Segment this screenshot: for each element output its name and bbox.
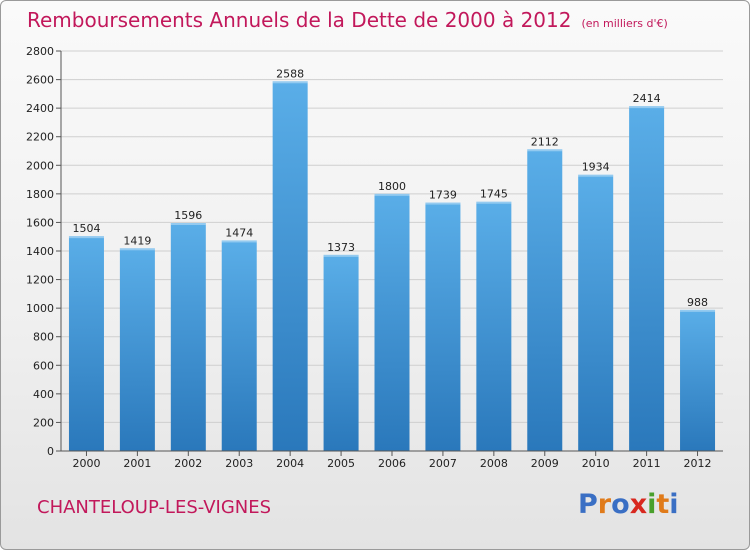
- x-tick-label-2009: 2009: [531, 457, 559, 470]
- data-label-2002: 1596: [174, 209, 202, 222]
- logo-letter: i: [647, 489, 657, 520]
- x-tick-label-2001: 2001: [123, 457, 151, 470]
- bar-highlight: [476, 201, 512, 204]
- x-tick-label-2005: 2005: [327, 457, 355, 470]
- y-axis: 0 200 400 600 800 1000 1200 1400 1600 1800 2000 220…: [26, 45, 62, 458]
- bar-highlight: [629, 106, 665, 109]
- x-tick-label-2000: 2000: [72, 457, 100, 470]
- bars: 1504 1419 1596 1474 2588 1373 1800 1739 1745 2112…: [68, 67, 716, 452]
- data-label-2003: 1474: [225, 226, 253, 239]
- bar-highlight: [527, 149, 563, 152]
- bar-highlight: [374, 193, 410, 196]
- x-tick-label-2012: 2012: [684, 457, 712, 470]
- x-tick-label-2002: 2002: [174, 457, 202, 470]
- data-label-2006: 1800: [378, 180, 406, 193]
- y-tick-label: 2200: [26, 131, 54, 144]
- x-tick-label-2011: 2011: [633, 457, 661, 470]
- bar-2004: [272, 81, 308, 452]
- bar-highlight: [680, 309, 716, 312]
- y-tick-label: 1600: [26, 216, 54, 229]
- x-axis: 2000 2001 2002 2003 2004 2005 2006 2007 2008 2009…: [61, 450, 723, 470]
- x-tick-label-2004: 2004: [276, 457, 304, 470]
- proxiti-logo: Proxiti: [578, 489, 679, 520]
- y-tick-label: 0: [47, 445, 54, 458]
- y-tick-label: 800: [33, 331, 54, 344]
- x-tick-label-2007: 2007: [429, 457, 457, 470]
- chart-title: Remboursements Annuels de la Dette de 20…: [27, 8, 668, 32]
- data-label-2007: 1739: [429, 189, 457, 202]
- x-tick-label-2008: 2008: [480, 457, 508, 470]
- logo-letter: i: [669, 489, 679, 520]
- y-tick-label: 1800: [26, 188, 54, 201]
- bar-2008: [476, 201, 512, 451]
- logo-letter: r: [597, 489, 612, 520]
- commune-name: CHANTELOUP-LES-VIGNES: [37, 497, 272, 518]
- bar-2012: [680, 309, 716, 451]
- data-label-2004: 2588: [276, 67, 304, 80]
- data-label-2000: 1504: [72, 222, 100, 235]
- data-label-2001: 1419: [123, 234, 151, 247]
- logo-letter: x: [629, 489, 648, 520]
- bar-highlight: [425, 202, 461, 205]
- logo-letter: P: [578, 489, 598, 520]
- bar-highlight: [170, 223, 206, 225]
- bar-2009: [527, 149, 563, 452]
- chart-title-text: Remboursements Annuels de la Dette de 20…: [27, 8, 572, 32]
- bar-2011: [629, 106, 665, 452]
- x-tick-label-2010: 2010: [582, 457, 610, 470]
- bar-highlight: [68, 236, 104, 239]
- bar-highlight: [221, 240, 257, 243]
- data-label-2005: 1373: [327, 241, 355, 254]
- logo-letter: t: [656, 489, 670, 520]
- chart-unit: (en milliers d'€): [581, 17, 668, 30]
- bar-highlight: [119, 248, 155, 251]
- bar-2006: [374, 193, 410, 451]
- y-tick-label: 1200: [26, 274, 54, 287]
- y-tick-label: 200: [33, 416, 54, 429]
- bar-2000: [68, 236, 104, 451]
- bar-highlight: [272, 81, 308, 84]
- bar-highlight: [578, 174, 614, 177]
- y-tick-label: 2600: [26, 74, 54, 87]
- bar-2003: [221, 240, 257, 451]
- data-label-2009: 2112: [531, 135, 559, 148]
- y-tick-label: 1400: [26, 245, 54, 258]
- x-tick-label-2006: 2006: [378, 457, 406, 470]
- y-tick-label: 2400: [26, 102, 54, 115]
- y-tick-label: 600: [33, 359, 54, 372]
- bar-2005: [323, 254, 359, 451]
- data-label-2010: 1934: [582, 161, 610, 174]
- bar-2002: [170, 223, 206, 451]
- bar-2001: [119, 248, 155, 451]
- data-label-2011: 2414: [633, 92, 661, 105]
- data-label-2012: 988: [687, 296, 708, 309]
- bar-2010: [578, 174, 614, 451]
- bar-2007: [425, 202, 461, 451]
- y-tick-label: 2000: [26, 159, 54, 172]
- x-tick-label-2003: 2003: [225, 457, 253, 470]
- logo-letter: o: [611, 489, 630, 520]
- y-tick-label: 1000: [26, 302, 54, 315]
- y-tick-label: 400: [33, 388, 54, 401]
- y-tick-label: 2800: [26, 45, 54, 58]
- data-label-2008: 1745: [480, 188, 508, 201]
- bar-highlight: [323, 254, 359, 257]
